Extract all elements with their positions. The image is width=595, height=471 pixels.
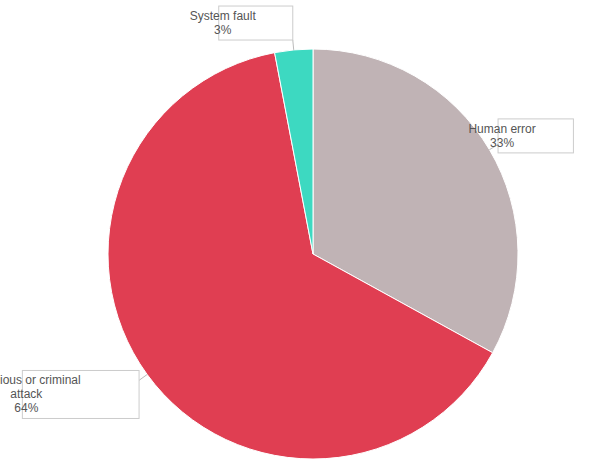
svg-text:System fault3%: System fault3%: [190, 9, 257, 37]
svg-text:Human error33%: Human error33%: [468, 122, 535, 150]
svg-text:Malicious or criminalattack64%: Malicious or criminalattack64%: [0, 373, 81, 415]
